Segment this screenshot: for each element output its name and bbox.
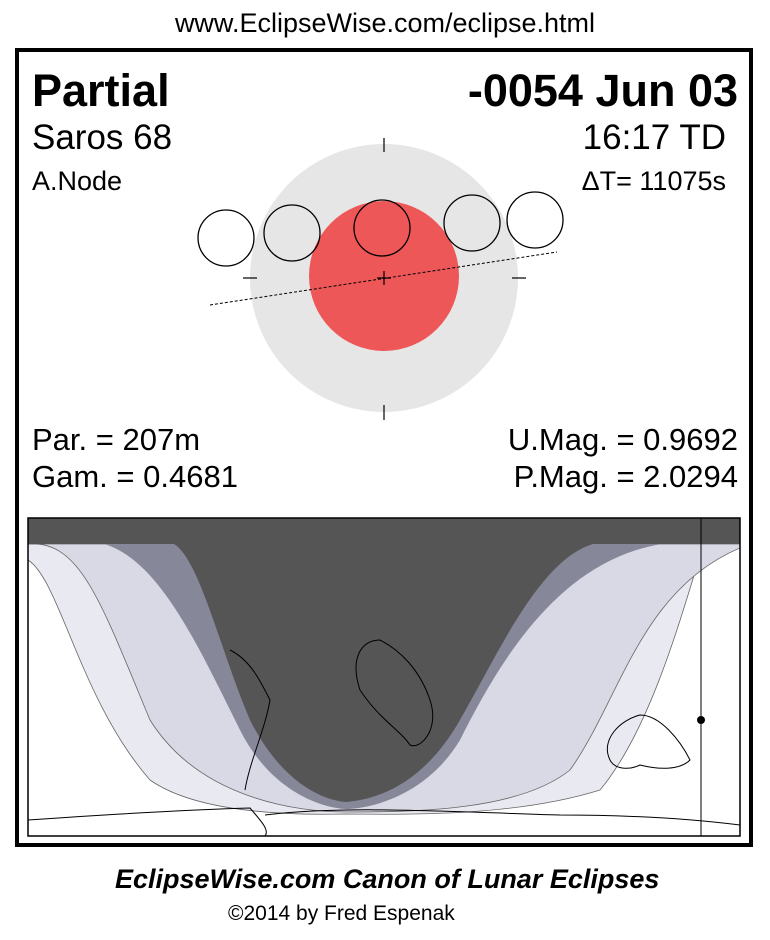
delta-t: ΔT= 11075s — [581, 166, 726, 196]
umbral-magnitude: U.Mag. = 0.9692 — [507, 422, 738, 457]
footer-title: EclipseWise.com Canon of Lunar Eclipses — [115, 864, 660, 894]
visibility-map — [27, 517, 741, 837]
moon-position — [506, 191, 564, 249]
eclipse-date: -0054 Jun 03 — [467, 65, 738, 116]
moon-position — [443, 194, 501, 252]
coastlines — [28, 639, 740, 836]
moon-position — [197, 209, 255, 267]
night-zone — [28, 518, 740, 802]
partial-duration: Par. = 207m — [32, 422, 201, 457]
footer-copyright: ©2014 by Fred Espenak — [228, 902, 455, 925]
eclipse-time: 16:17 TD — [582, 118, 726, 157]
moon-position — [263, 204, 321, 262]
moon-position — [353, 199, 411, 257]
node: A.Node — [32, 166, 123, 196]
penumbral-magnitude: P.Mag. = 2.0294 — [513, 459, 738, 494]
header-url: www.EclipseWise.com/eclipse.html — [174, 8, 596, 38]
eclipse-type: Partial — [32, 65, 170, 116]
saros-number: Saros 68 — [32, 118, 173, 157]
moon-zenith-marker — [697, 716, 705, 724]
eclipse-frame — [15, 48, 753, 847]
gamma: Gam. = 0.4681 — [32, 459, 238, 494]
axis-ticks — [243, 138, 526, 420]
